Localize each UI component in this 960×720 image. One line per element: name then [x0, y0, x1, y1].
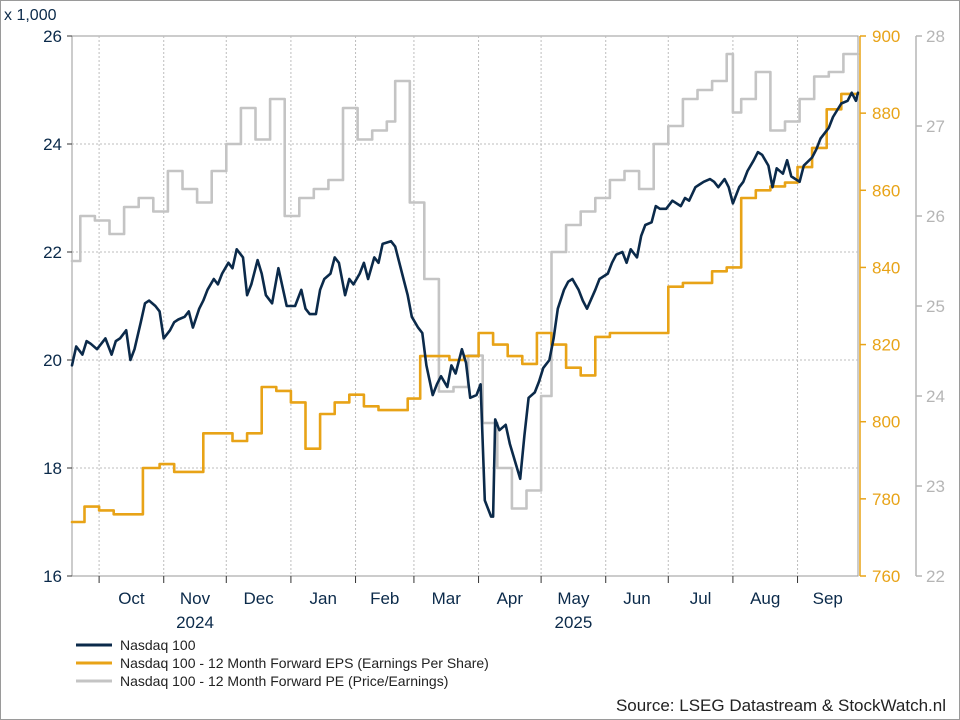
month-label: Nov: [180, 589, 211, 608]
left-axis-tick-label: 24: [43, 135, 62, 154]
month-label: Oct: [118, 589, 145, 608]
legend-entry: Nasdaq 100 - 12 Month Forward PE (Price/…: [120, 673, 448, 689]
eps-axis-tick-label: 800: [872, 413, 900, 432]
legend-entry: Nasdaq 100: [120, 637, 196, 653]
pe-axis-tick-label: 26: [926, 207, 945, 226]
legend-entry: Nasdaq 100 - 12 Month Forward EPS (Earni…: [120, 655, 489, 671]
plot-area: [71, 35, 859, 577]
legend: Nasdaq 100 Nasdaq 100 - 12 Month Forward …: [76, 637, 489, 689]
left-axis-tick-label: 18: [43, 459, 62, 478]
eps-axis-tick-label: 860: [872, 181, 900, 200]
left-axis-tick-label: 26: [43, 27, 62, 46]
year-label: 2025: [554, 613, 592, 632]
left-axis-tick-label: 20: [43, 351, 62, 370]
month-label: Dec: [243, 589, 274, 608]
eps-axis-tick-label: 900: [872, 27, 900, 46]
pe-axis-tick-label: 24: [926, 387, 945, 406]
month-label: Jul: [690, 589, 712, 608]
source-label: Source: LSEG Datastream & StockWatch.nl: [616, 696, 946, 715]
year-label: 2024: [176, 613, 214, 632]
month-label: Feb: [370, 589, 399, 608]
month-label: Mar: [432, 589, 462, 608]
pe-axis-tick-label: 23: [926, 477, 945, 496]
pe-axis-tick-label: 25: [926, 297, 945, 316]
left-axis-tick-label: 22: [43, 243, 62, 262]
series-layer: [70, 52, 860, 524]
eps-axis-tick-label: 840: [872, 258, 900, 277]
forward-eps-line: [70, 92, 860, 524]
nasdaq-100-line: [70, 91, 860, 518]
pe-axis-tick-label: 28: [926, 27, 945, 46]
month-label: Aug: [750, 589, 780, 608]
month-label: Sep: [813, 589, 843, 608]
pe-axis-tick-label: 27: [926, 117, 945, 136]
pe-axis-tick-label: 22: [926, 567, 945, 586]
eps-axis-tick-label: 820: [872, 336, 900, 355]
multiplier-label: x 1,000: [4, 7, 57, 24]
month-label: Jun: [623, 589, 650, 608]
eps-axis-tick-label: 760: [872, 567, 900, 586]
month-label: Jan: [310, 589, 337, 608]
left-axis-tick-label: 16: [43, 567, 62, 586]
axis-layer: 16 18 20 22 24 26 Oct Nov Dec Jan Feb Mar Apr May Jun J…: [43, 27, 945, 632]
month-label: May: [557, 589, 590, 608]
month-label: Apr: [497, 589, 524, 608]
grid-layer: [72, 36, 858, 576]
eps-axis-tick-label: 880: [872, 104, 900, 123]
eps-axis-tick-label: 780: [872, 490, 900, 509]
